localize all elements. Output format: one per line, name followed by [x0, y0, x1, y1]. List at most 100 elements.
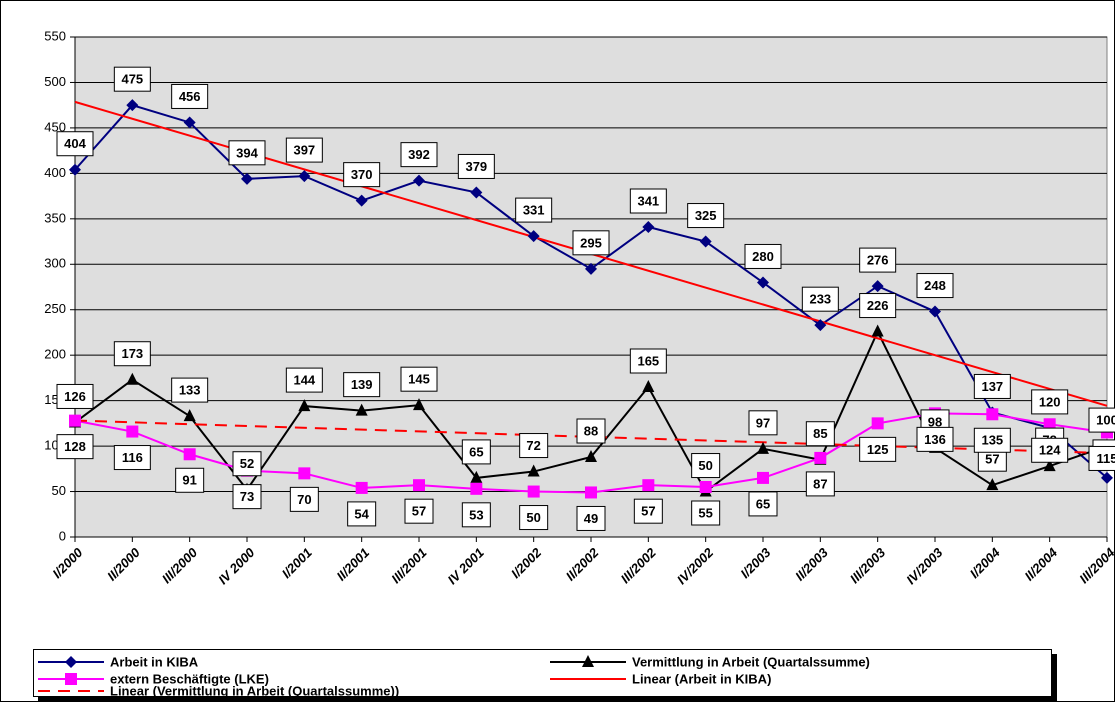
data-label: 379 — [465, 159, 487, 174]
data-label-box — [171, 83, 209, 109]
data-label-box — [343, 162, 381, 188]
marker — [413, 479, 425, 492]
data-label-box — [691, 500, 721, 526]
y-tick-label: 200 — [44, 347, 66, 362]
data-label: 57 — [985, 452, 999, 467]
marker — [871, 280, 884, 293]
data-label: 404 — [64, 136, 86, 151]
data-label: 57 — [641, 504, 655, 519]
data-label: 145 — [408, 372, 430, 387]
data-label-box — [916, 426, 954, 452]
data-label: 226 — [867, 298, 889, 313]
marker — [871, 417, 884, 430]
y-tick-label: 550 — [44, 28, 66, 43]
data-label: 144 — [293, 373, 315, 388]
data-label: 370 — [351, 167, 373, 182]
marker — [757, 471, 769, 484]
legend-label: Arbeit in KIBA — [110, 654, 199, 669]
y-tick-label: 50 — [52, 483, 66, 498]
y-tick-label: 250 — [44, 301, 66, 316]
marker — [241, 172, 253, 185]
marker — [355, 194, 368, 207]
data-label: 98 — [928, 414, 942, 429]
data-label-box — [343, 372, 381, 398]
data-label-box — [629, 188, 667, 214]
marker — [298, 467, 311, 480]
y-tick-label: 400 — [44, 165, 66, 180]
data-label-box — [1088, 407, 1115, 433]
data-label-box — [748, 491, 778, 517]
data-label-box — [232, 451, 262, 477]
data-label-box — [744, 243, 782, 269]
data-label-box — [629, 348, 667, 374]
data-label-box — [56, 434, 94, 460]
data-label: 124 — [1039, 443, 1061, 458]
data-label-box — [289, 486, 319, 512]
marker — [699, 481, 712, 493]
marker — [642, 479, 655, 492]
data-label-box — [572, 230, 610, 256]
marker — [183, 448, 196, 461]
data-label: 173 — [121, 346, 143, 361]
marker — [814, 319, 827, 332]
marker — [757, 441, 769, 454]
marker — [470, 482, 483, 495]
marker — [298, 399, 311, 412]
data-label-box — [228, 140, 266, 166]
marker — [642, 221, 655, 233]
data-label: 325 — [695, 208, 717, 223]
marker — [1043, 459, 1056, 472]
legend-label: extern Beschäftigte (LKE) — [110, 671, 269, 686]
legend — [33, 649, 1052, 697]
data-label-box — [633, 498, 663, 524]
marker — [470, 186, 483, 199]
data-label-box — [113, 341, 151, 367]
data-label-box — [859, 247, 897, 273]
data-label-box — [916, 273, 954, 299]
marker — [298, 170, 311, 183]
data-label-box — [457, 153, 495, 179]
marker — [585, 486, 597, 499]
data-label: 65 — [756, 496, 770, 511]
data-label-box — [748, 410, 778, 436]
data-label-box — [400, 142, 438, 168]
data-label-box — [175, 467, 205, 493]
marker — [355, 403, 368, 416]
marker — [582, 655, 594, 667]
data-label: 91 — [182, 473, 196, 488]
data-label: 392 — [408, 147, 430, 162]
data-label: 135 — [981, 433, 1003, 448]
marker — [642, 380, 655, 392]
data-label: 54 — [354, 506, 369, 521]
data-label: 280 — [752, 249, 774, 264]
data-label: 233 — [809, 292, 831, 307]
marker — [65, 673, 77, 685]
data-label: 116 — [122, 450, 143, 465]
y-tick-label: 500 — [44, 74, 66, 89]
data-label: 139 — [351, 377, 373, 392]
data-label: 55 — [698, 505, 712, 520]
data-label-box — [519, 433, 549, 459]
data-label: 295 — [580, 235, 602, 250]
data-label-box — [56, 383, 94, 409]
data-label-box — [1031, 389, 1069, 415]
legend-label: Vermittlung in Arbeit (Quartalssumme) — [632, 654, 870, 669]
data-label: 49 — [584, 511, 598, 526]
marker — [413, 174, 425, 187]
data-label-box — [801, 286, 839, 312]
legend-label: Linear (Vermittlung in Arbeit (Quartalss… — [110, 683, 399, 698]
data-label: 120 — [1039, 394, 1061, 409]
data-label-box — [515, 197, 553, 223]
data-label: 341 — [637, 193, 659, 208]
marker — [126, 425, 139, 438]
data-label-box — [404, 498, 434, 524]
data-label: 128 — [64, 439, 86, 454]
marker — [527, 230, 540, 243]
data-label-box — [285, 137, 323, 163]
marker — [69, 163, 81, 176]
data-label-box — [347, 501, 377, 527]
data-label-box — [973, 373, 1011, 399]
marker — [183, 116, 196, 129]
y-tick-label: 0 — [59, 528, 66, 543]
